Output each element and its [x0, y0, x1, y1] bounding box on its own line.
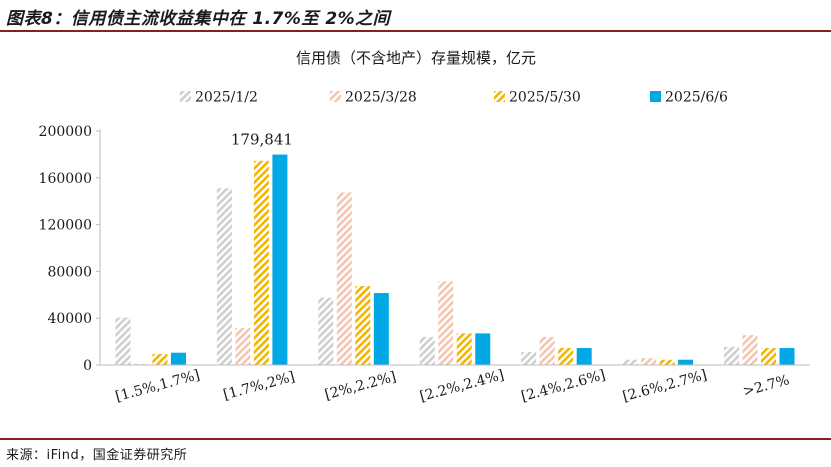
y-tick-label: 200000 [39, 124, 92, 140]
legend-label-2025/1/2: 2025/1/2 [195, 90, 258, 106]
bar-2025/5/30->2.7% [761, 348, 777, 365]
bottom-divider [0, 438, 831, 440]
x-tick-label: [2.2%,2.4%] [418, 367, 506, 405]
bar-2025/3/28-[1.7%,2%] [235, 328, 251, 365]
bar-2025/3/28-[2%,2.2%] [336, 192, 352, 365]
bar-2025/1/2-[2.4%,2.6%] [521, 352, 537, 365]
bar-2025/5/30-[1.7%,2%] [253, 160, 269, 365]
bar-2025/3/28-[2.6%,2.7%] [641, 357, 657, 365]
x-tick-label: [2.6%,2.7%] [621, 367, 709, 405]
legend-label-2025/6/6: 2025/6/6 [665, 90, 728, 106]
legend-swatch-2025/1/2 [180, 91, 191, 102]
bar-2025/1/2-[2.2%,2.4%] [419, 336, 435, 365]
chart-title: 信用债（不含地产）存量规模，亿元 [296, 49, 536, 67]
data-label: 179,841 [231, 131, 293, 149]
x-tick-label: [1.5%,1.7%] [114, 367, 202, 405]
x-tick-label: [2.4%,2.6%] [520, 367, 608, 405]
legend-swatch-2025/5/30 [494, 91, 505, 102]
x-axis: [1.5%,1.7%] [1.7%,2%] [2%,2.2%] [2.2%,2.4%]… [100, 364, 810, 405]
y-tick-label: 160000 [39, 171, 92, 187]
top-divider [0, 30, 831, 32]
bar-2025/3/28-[2.4%,2.6%] [539, 336, 555, 365]
data-labels: 179,841 [231, 131, 293, 149]
bar-2025/6/6-[1.5%,1.7%] [170, 352, 186, 365]
bar-2025/5/30-[2.4%,2.6%] [558, 348, 574, 365]
legend-swatch-2025/3/28 [330, 91, 341, 102]
bar-2025/3/28-[1.5%,1.7%] [133, 363, 149, 365]
bar-2025/6/6-[2.2%,2.4%] [475, 333, 491, 365]
bar-2025/1/2-[2%,2.2%] [318, 297, 334, 365]
x-tick-label: >2.7% [741, 372, 791, 400]
bar-2025/1/2-[2.6%,2.7%] [622, 359, 638, 365]
bar-2025/6/6->2.7% [779, 348, 795, 365]
legend-swatch-2025/6/6 [650, 91, 661, 102]
bar-2025/3/28-[2.2%,2.4%] [438, 281, 454, 365]
bar-2025/5/30-[1.5%,1.7%] [152, 353, 168, 365]
bar-2025/3/28->2.7% [742, 335, 758, 365]
bar-2025/1/2-[1.7%,2%] [216, 188, 232, 365]
bar-2025/5/30-[2.6%,2.7%] [659, 359, 675, 365]
bar-2025/6/6-[2%,2.2%] [373, 293, 389, 365]
legend-label-2025/3/28: 2025/3/28 [345, 90, 417, 106]
bar-2025/1/2->2.7% [724, 346, 740, 365]
source-note: 来源：iFind，国金证券研究所 [6, 448, 188, 463]
bar-chart: 信用债（不含地产）存量规模，亿元 2025/1/2 2025/3/28 2025/5… [39, 49, 810, 405]
legend: 2025/1/2 2025/3/28 2025/5/30 2025/6/6 [180, 90, 728, 106]
legend-label-2025/5/30: 2025/5/30 [509, 90, 581, 106]
bar-2025/6/6-[1.7%,2%] [272, 154, 288, 365]
bar-2025/6/6-[2.6%,2.7%] [678, 359, 694, 365]
bar-2025/5/30-[2.2%,2.4%] [456, 333, 472, 365]
x-tick-label: [1.7%,2%] [222, 369, 297, 403]
bar-2025/1/2-[1.5%,1.7%] [115, 317, 131, 365]
bars [115, 154, 795, 365]
x-tick-label: [2%,2.2%] [323, 369, 398, 403]
y-tick-label: 120000 [39, 218, 92, 234]
y-axis: 0 40000 80000 120000 160000 200000 [39, 124, 101, 374]
bar-2025/5/30-[2%,2.2%] [355, 286, 371, 365]
y-tick-label: 80000 [47, 264, 92, 280]
figure-title: 图表8：信用债主流收益集中在 1.7%至 2%之间 [6, 9, 391, 29]
y-tick-label: 0 [83, 358, 92, 374]
bar-2025/6/6-[2.4%,2.6%] [576, 348, 592, 365]
y-tick-label: 40000 [47, 311, 92, 327]
